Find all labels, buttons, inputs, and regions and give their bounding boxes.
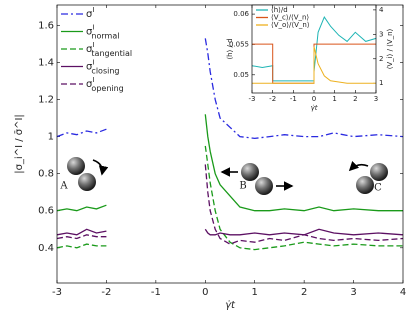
y-tick-label: 0.4: [38, 243, 54, 254]
x-tick-label: 0: [312, 95, 316, 103]
legend-sup: I: [92, 24, 94, 32]
data-line: [56, 38, 404, 140]
annotation: A: [59, 181, 68, 192]
data-line: [252, 43, 376, 84]
y-tick-label: 0.05: [233, 71, 249, 79]
x-tick-label: -3: [52, 287, 62, 298]
x-axis-label: γ̇t: [311, 104, 318, 112]
data-line: [56, 114, 403, 212]
x-tick-label: 4: [400, 287, 406, 298]
y2-axis-label: ⟨V_i⟩ / ⟨V_n⟩: [386, 28, 394, 69]
schematic-c: [348, 160, 388, 194]
y-tick-label: 0.06: [233, 10, 249, 18]
y2-tick-label: 4: [379, 6, 384, 14]
x-tick-label: 1: [332, 95, 336, 103]
annotation: B: [239, 181, 246, 192]
legend-label: σI: [86, 6, 94, 20]
x-tick-label: -1: [290, 95, 297, 103]
legend-sup: I: [92, 41, 94, 49]
legend-label: σI tangential: [86, 41, 132, 58]
x-tick-label: -1: [151, 287, 161, 298]
x-tick-label: 3: [350, 287, 356, 298]
y-axis-label: ⟨h⟩ / d: [226, 38, 234, 59]
legend-symbol: σ: [86, 62, 93, 73]
data-line: [56, 164, 404, 245]
x-tick-label: 0: [202, 287, 208, 298]
y-tick-label: 1: [48, 132, 54, 143]
data-line: [56, 145, 403, 251]
legend-label: ⟨V_c⟩/⟨V_n⟩: [271, 14, 309, 22]
data-line: [56, 228, 404, 236]
legend-sup: I: [92, 76, 94, 84]
legend-sub: closing: [91, 66, 119, 75]
legend-symbol: ⟨V_o⟩/⟨V_n⟩: [271, 21, 310, 29]
x-tick-label: -2: [101, 287, 111, 298]
y-axis-label: |σ_i^I / σ̄^I|: [14, 114, 25, 174]
legend-label: ⟨h⟩/d: [271, 6, 288, 14]
y-tick-label: 1.2: [38, 95, 54, 106]
legend-symbol: σ: [86, 9, 93, 20]
y2-tick-label: 3: [379, 30, 383, 38]
legend-sub: opening: [91, 84, 123, 93]
x-tick-label: 2: [301, 287, 307, 298]
legend-sup: I: [92, 6, 94, 14]
y-tick-label: 1.6: [38, 20, 54, 31]
legend-label: σI normal: [86, 24, 119, 41]
data-line: [252, 46, 376, 84]
x-tick-label: 1: [252, 287, 258, 298]
x-tick-label: 2: [353, 95, 357, 103]
legend-symbol: σ: [86, 27, 93, 38]
x-tick-label: 3: [374, 95, 378, 103]
plot-frame: [251, 4, 377, 94]
y-tick-label: 0.055: [229, 40, 249, 48]
y-tick-label: 1.4: [38, 57, 54, 68]
legend-sub: normal: [91, 31, 119, 40]
legend-label: ⟨V_o⟩/⟨V_n⟩: [271, 21, 310, 29]
legend-label: σI opening: [86, 76, 124, 93]
x-axis-label: γ̇t: [225, 299, 236, 311]
y2-tick-label: 1: [379, 79, 383, 87]
schematic-a: [67, 157, 109, 191]
legend-symbol: σ: [86, 79, 93, 90]
legend-label: σI closing: [86, 59, 119, 76]
y2-tick-label: 2: [379, 55, 383, 63]
x-tick-label: -2: [269, 95, 276, 103]
legend-sub: tangential: [91, 49, 132, 58]
annotation: C: [374, 183, 382, 194]
legend-symbol: ⟨V_c⟩/⟨V_n⟩: [271, 14, 309, 22]
y-tick-label: 0.6: [38, 206, 54, 217]
y-tick-label: 0.8: [38, 169, 54, 180]
schematic-b: [220, 163, 294, 195]
legend-sup: I: [92, 59, 94, 67]
legend-symbol: ⟨h⟩/d: [271, 6, 288, 14]
plot-frame: [56, 4, 404, 284]
legend-symbol: σ: [86, 44, 93, 55]
x-tick-label: -3: [249, 95, 256, 103]
